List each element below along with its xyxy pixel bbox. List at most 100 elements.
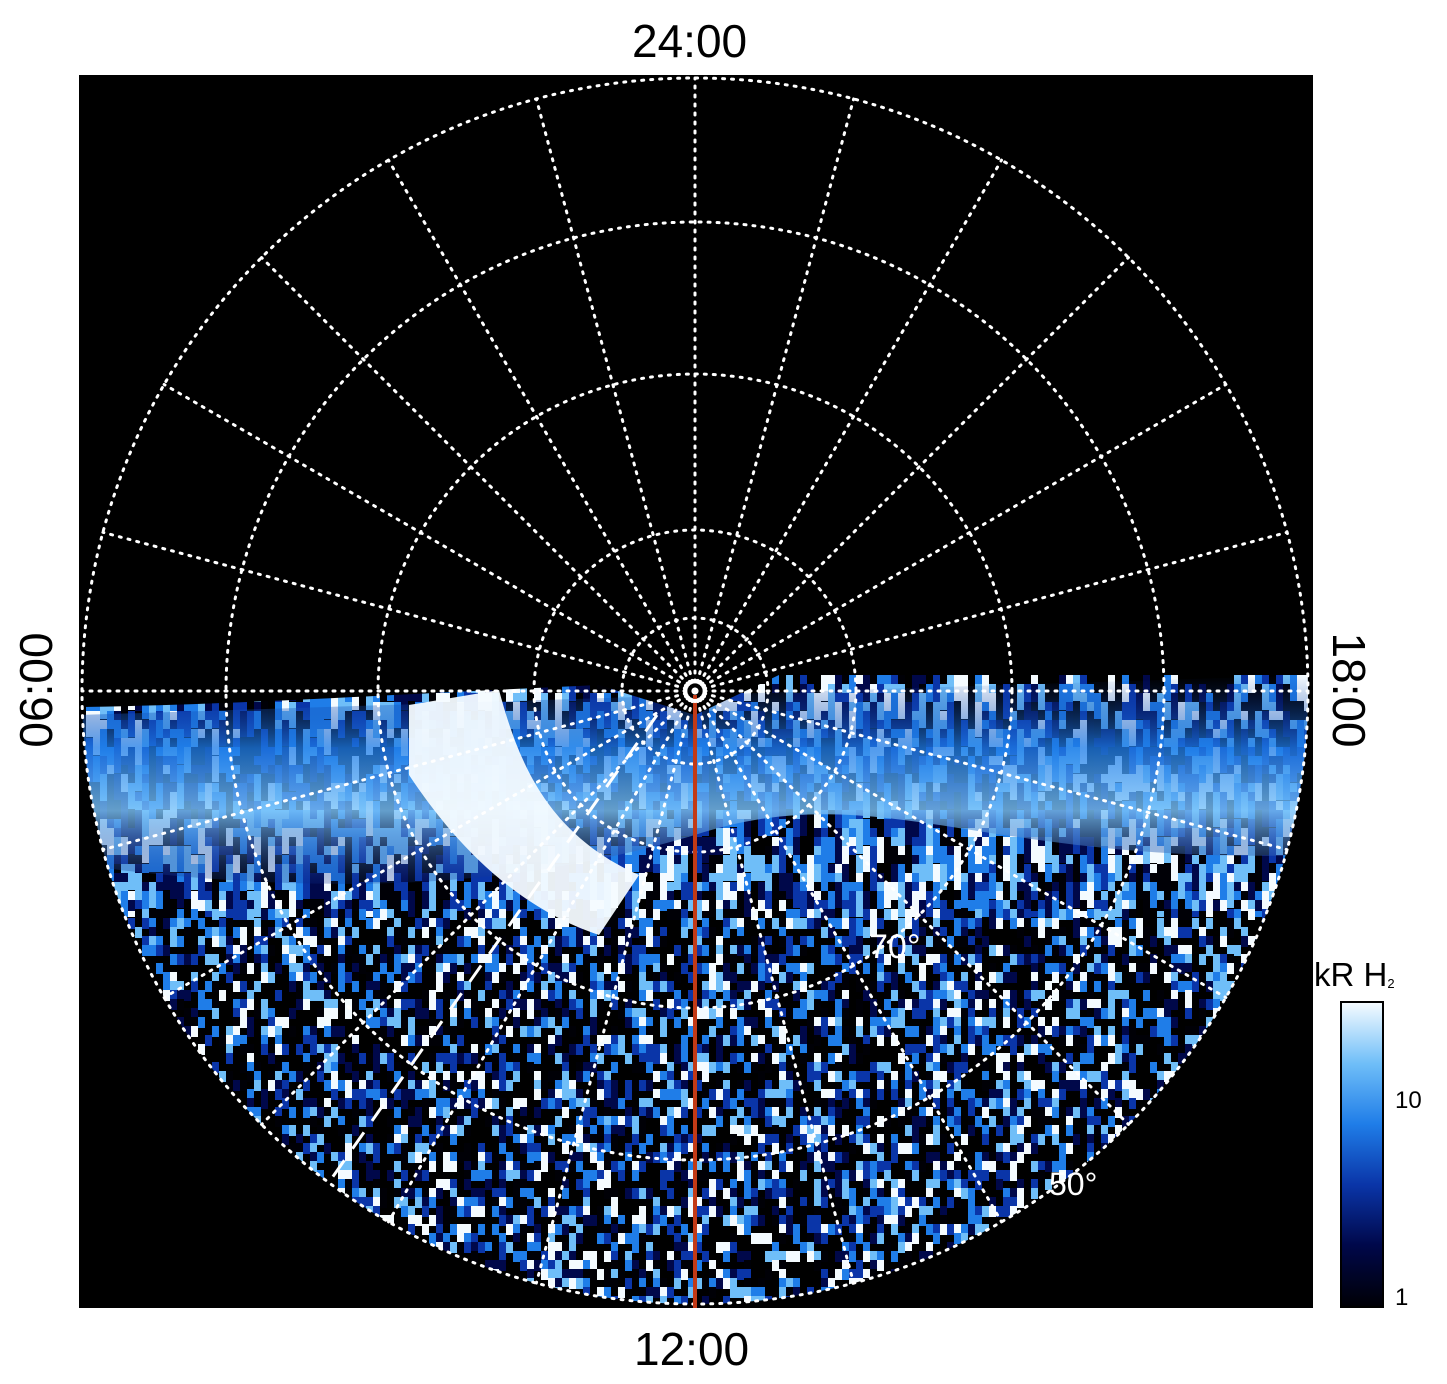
emission-pixel: [751, 909, 758, 920]
emission-pixel: [1115, 1107, 1122, 1118]
emission-pixel: [989, 999, 996, 1010]
emission-pixel: [1164, 945, 1171, 956]
emission-pixel: [639, 1035, 646, 1046]
emission-pixel: [744, 963, 751, 974]
emission-pixel: [1171, 909, 1178, 920]
emission-pixel: [471, 1080, 478, 1091]
emission-pixel: [1080, 1080, 1087, 1091]
emission-pixel: [534, 1017, 541, 1028]
emission-pixel: [821, 1125, 828, 1136]
emission-pixel: [583, 1170, 590, 1181]
emission-pixel: [247, 1053, 254, 1064]
emission-pixel: [408, 1080, 415, 1091]
emission-pixel: [737, 828, 744, 854]
emission-pixel: [891, 1089, 898, 1100]
emission-pixel: [1003, 1143, 1010, 1154]
emission-pixel: [317, 1053, 324, 1064]
emission-pixel: [415, 1080, 422, 1091]
emission-pixel: [793, 918, 800, 929]
emission-pixel: [366, 981, 373, 992]
emission-pixel: [898, 999, 905, 1010]
emission-pixel: [905, 1044, 912, 1055]
emission-pixel: [282, 909, 289, 920]
emission-pixel: [1045, 981, 1052, 992]
emission-pixel: [499, 1098, 506, 1109]
emission-pixel: [1108, 972, 1115, 983]
emission-pixel: [835, 810, 842, 836]
emission-pixel: [296, 999, 303, 1010]
emission-pixel: [163, 990, 170, 1001]
emission-pixel: [618, 1044, 625, 1055]
emission-pixel: [380, 1026, 387, 1037]
emission-pixel: [1052, 1161, 1059, 1172]
emission-pixel: [926, 1089, 933, 1100]
emission-pixel: [464, 1116, 471, 1127]
emission-pixel: [457, 981, 464, 992]
emission-pixel: [303, 1026, 310, 1037]
emission-pixel: [996, 1062, 1003, 1073]
emission-pixel: [429, 918, 436, 929]
emission-pixel: [247, 999, 254, 1010]
emission-pixel: [282, 927, 289, 938]
emission-pixel: [478, 1161, 485, 1172]
emission-pixel: [709, 1107, 716, 1118]
emission-pixel: [499, 1008, 506, 1019]
emission-pixel: [632, 909, 639, 920]
emission-pixel: [282, 918, 289, 929]
emission-pixel: [1010, 1134, 1017, 1145]
emission-pixel: [744, 981, 751, 992]
emission-pixel: [828, 1125, 835, 1136]
emission-pixel: [807, 1062, 814, 1073]
emission-pixel: [534, 1152, 541, 1163]
emission-pixel: [835, 1152, 842, 1163]
emission-pixel: [1234, 918, 1241, 929]
emission-pixel: [919, 918, 926, 929]
emission-pixel: [947, 855, 954, 881]
emission-pixel: [387, 918, 394, 929]
emission-pixel: [1010, 999, 1017, 1010]
emission-pixel: [744, 1161, 751, 1172]
emission-pixel: [611, 1080, 618, 1091]
emission-pixel: [765, 1152, 772, 1163]
emission-pixel: [1241, 864, 1248, 890]
emission-pixel: [947, 1098, 954, 1109]
emission-pixel: [604, 1098, 611, 1109]
emission-pixel: [688, 1170, 695, 1181]
emission-pixel: [1108, 999, 1115, 1010]
emission-pixel: [499, 963, 506, 974]
emission-pixel: [940, 909, 947, 920]
emission-pixel: [758, 1080, 765, 1091]
emission-pixel: [1003, 1098, 1010, 1109]
emission-pixel: [499, 1026, 506, 1037]
emission-pixel: [933, 1089, 940, 1100]
emission-pixel: [436, 1026, 443, 1037]
emission-pixel: [513, 936, 520, 947]
emission-pixel: [779, 1071, 786, 1082]
emission-pixel: [254, 1008, 261, 1019]
emission-pixel: [492, 1089, 499, 1100]
emission-pixel: [296, 900, 303, 911]
emission-pixel: [926, 1071, 933, 1082]
emission-pixel: [1129, 1098, 1136, 1109]
emission-pixel: [576, 1071, 583, 1082]
emission-pixel: [912, 918, 919, 929]
emission-pixel: [1010, 1035, 1017, 1046]
emission-pixel: [303, 990, 310, 1001]
emission-pixel: [373, 990, 380, 1001]
emission-pixel: [716, 999, 723, 1010]
emission-pixel: [1017, 990, 1024, 1001]
emission-pixel: [891, 882, 898, 908]
emission-pixel: [905, 972, 912, 983]
emission-pixel: [611, 1125, 618, 1136]
emission-pixel: [1122, 900, 1129, 911]
emission-pixel: [618, 1170, 625, 1181]
emission-pixel: [373, 945, 380, 956]
emission-pixel: [1227, 954, 1234, 965]
emission-pixel: [527, 954, 534, 965]
emission-pixel: [387, 1071, 394, 1082]
emission-pixel: [674, 1161, 681, 1172]
emission-pixel: [856, 1089, 863, 1100]
emission-pixel: [968, 1026, 975, 1037]
emission-pixel: [149, 945, 156, 956]
emission-pixel: [331, 927, 338, 938]
